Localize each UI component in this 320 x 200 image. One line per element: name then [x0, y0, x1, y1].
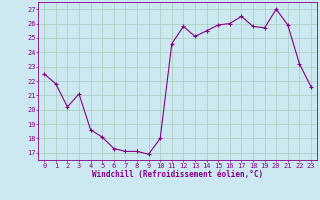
X-axis label: Windchill (Refroidissement éolien,°C): Windchill (Refroidissement éolien,°C): [92, 170, 263, 179]
